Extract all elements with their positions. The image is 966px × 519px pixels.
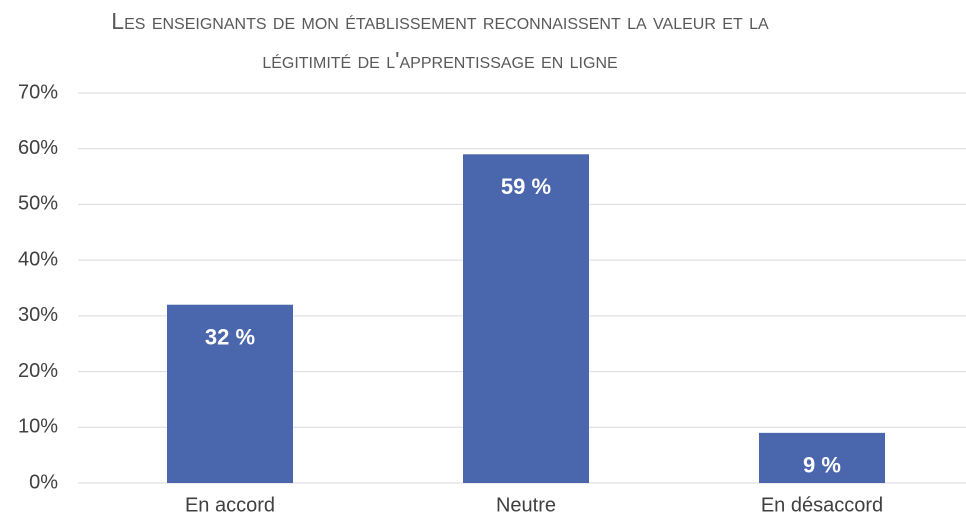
y-tick-label: 0%: [29, 471, 58, 493]
chart-title-box: Les enseignants de mon établissement rec…: [105, 2, 775, 80]
x-tick-label: En désaccord: [761, 494, 883, 516]
y-tick-label: 10%: [18, 416, 58, 438]
chart-title: Les enseignants de mon établissement rec…: [111, 8, 769, 73]
y-tick-label: 70%: [18, 81, 58, 103]
bar: [167, 304, 293, 483]
y-tick-label: 30%: [18, 304, 58, 326]
value-label: 59 %: [501, 174, 551, 199]
y-tick-label: 20%: [18, 360, 58, 382]
y-tick-label: 40%: [18, 248, 58, 270]
bar: [463, 154, 589, 484]
y-tick-label: 60%: [18, 137, 58, 159]
value-label: 9 %: [803, 453, 841, 478]
value-label: 32 %: [205, 325, 255, 350]
x-tick-label: Neutre: [496, 494, 556, 516]
y-tick-label: 50%: [18, 193, 58, 215]
x-tick-label: En accord: [185, 494, 275, 516]
bar: [759, 432, 885, 483]
